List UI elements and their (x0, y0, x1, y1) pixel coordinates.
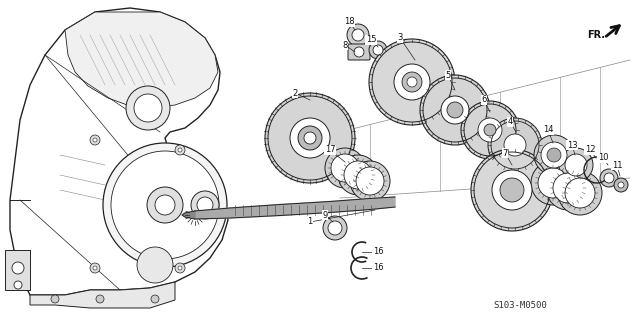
Circle shape (51, 295, 59, 303)
Circle shape (407, 77, 417, 87)
Text: 14: 14 (543, 125, 553, 135)
Circle shape (369, 39, 455, 125)
Circle shape (546, 166, 590, 210)
Text: S103-M0500: S103-M0500 (493, 301, 547, 310)
Circle shape (447, 102, 463, 118)
Circle shape (350, 161, 390, 201)
Text: 5: 5 (445, 70, 451, 79)
Circle shape (155, 195, 175, 215)
Polygon shape (65, 12, 218, 108)
Circle shape (304, 132, 316, 144)
Circle shape (191, 191, 219, 219)
Text: 9: 9 (323, 211, 328, 219)
Circle shape (175, 263, 185, 273)
Circle shape (553, 173, 583, 203)
Circle shape (331, 154, 359, 182)
Text: FR.: FR. (587, 30, 605, 40)
Circle shape (600, 169, 618, 187)
Circle shape (93, 266, 97, 270)
FancyBboxPatch shape (348, 44, 370, 60)
Circle shape (265, 93, 355, 183)
Circle shape (394, 64, 430, 100)
Circle shape (471, 149, 553, 231)
Text: 7: 7 (502, 149, 508, 158)
Circle shape (178, 266, 182, 270)
Circle shape (323, 216, 347, 240)
Circle shape (420, 75, 490, 145)
Circle shape (134, 94, 162, 122)
Polygon shape (30, 282, 175, 308)
Circle shape (504, 134, 526, 156)
Circle shape (500, 178, 524, 202)
Circle shape (103, 143, 227, 267)
Circle shape (197, 197, 213, 213)
Circle shape (402, 72, 422, 92)
Circle shape (354, 47, 364, 57)
Circle shape (338, 155, 378, 195)
Circle shape (547, 148, 561, 162)
Polygon shape (10, 8, 228, 295)
Circle shape (137, 247, 173, 283)
Circle shape (484, 124, 496, 136)
Polygon shape (195, 197, 395, 219)
Circle shape (126, 86, 170, 130)
Text: 11: 11 (612, 160, 622, 169)
Circle shape (90, 263, 100, 273)
Circle shape (90, 135, 100, 145)
Text: 1: 1 (307, 218, 312, 226)
Circle shape (178, 148, 182, 152)
Text: 3: 3 (397, 33, 403, 42)
Circle shape (559, 148, 593, 182)
Polygon shape (182, 211, 195, 219)
Text: 8: 8 (342, 41, 348, 49)
Circle shape (298, 126, 322, 150)
Text: 16: 16 (372, 248, 383, 256)
Circle shape (614, 178, 628, 192)
Circle shape (565, 154, 587, 176)
Circle shape (618, 182, 624, 188)
Circle shape (96, 295, 104, 303)
Circle shape (344, 161, 372, 189)
Circle shape (369, 41, 387, 59)
Circle shape (347, 24, 369, 46)
Circle shape (352, 29, 364, 41)
Text: 18: 18 (344, 18, 355, 26)
Text: 16: 16 (372, 263, 383, 272)
Circle shape (151, 295, 159, 303)
Circle shape (531, 161, 575, 205)
Circle shape (478, 118, 502, 142)
Text: 4: 4 (508, 117, 513, 127)
Circle shape (14, 281, 22, 289)
Text: 15: 15 (365, 35, 376, 44)
Text: 12: 12 (585, 145, 595, 154)
Circle shape (175, 145, 185, 155)
Circle shape (538, 168, 568, 198)
Text: 10: 10 (598, 153, 608, 162)
Circle shape (290, 118, 330, 158)
Circle shape (93, 138, 97, 142)
Text: 6: 6 (481, 95, 486, 105)
Circle shape (488, 118, 542, 172)
Circle shape (111, 151, 219, 259)
Circle shape (325, 148, 365, 188)
Circle shape (12, 262, 24, 274)
Circle shape (356, 167, 384, 195)
Circle shape (558, 171, 602, 215)
Circle shape (373, 45, 383, 55)
Circle shape (565, 178, 595, 208)
Circle shape (492, 170, 532, 210)
Circle shape (541, 142, 567, 168)
Circle shape (441, 96, 469, 124)
Circle shape (328, 221, 342, 235)
Circle shape (147, 187, 183, 223)
Circle shape (604, 173, 614, 183)
FancyBboxPatch shape (5, 250, 30, 290)
Text: 2: 2 (292, 88, 298, 98)
Text: 13: 13 (566, 140, 577, 150)
Text: 17: 17 (324, 145, 335, 154)
Circle shape (534, 135, 574, 175)
Circle shape (461, 101, 519, 159)
